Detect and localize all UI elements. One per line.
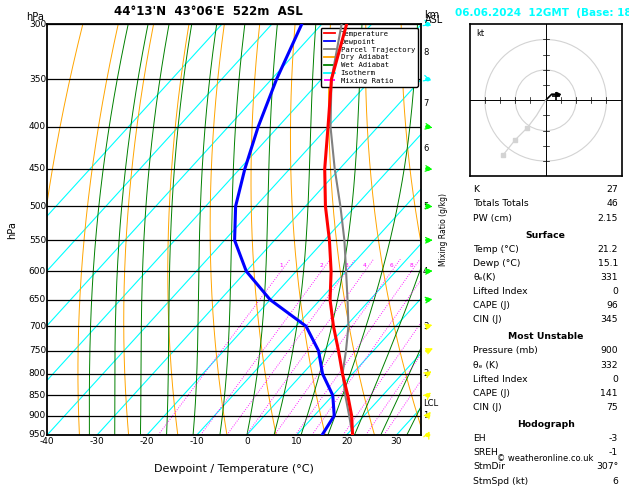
Text: 700: 700 bbox=[29, 322, 46, 330]
Text: 345: 345 bbox=[601, 315, 618, 324]
Text: Lifted Index: Lifted Index bbox=[473, 287, 528, 296]
Text: © weatheronline.co.uk: © weatheronline.co.uk bbox=[498, 454, 594, 464]
Text: 1: 1 bbox=[423, 411, 428, 420]
Text: 900: 900 bbox=[29, 411, 46, 420]
Text: 141: 141 bbox=[601, 389, 618, 398]
Text: K: K bbox=[473, 185, 479, 194]
Text: CIN (J): CIN (J) bbox=[473, 315, 502, 324]
Text: 8: 8 bbox=[409, 263, 413, 268]
Text: 21.2: 21.2 bbox=[598, 245, 618, 254]
Text: 44°13'N  43°06'E  522m  ASL: 44°13'N 43°06'E 522m ASL bbox=[114, 5, 303, 18]
Text: 600: 600 bbox=[29, 267, 46, 276]
Text: EH: EH bbox=[473, 434, 486, 443]
Text: 10: 10 bbox=[423, 263, 431, 268]
Text: 6: 6 bbox=[612, 477, 618, 486]
Text: 15.1: 15.1 bbox=[598, 260, 618, 268]
Text: StmDir: StmDir bbox=[473, 463, 505, 471]
Text: Mixing Ratio (g/kg): Mixing Ratio (g/kg) bbox=[439, 193, 448, 266]
Text: 30: 30 bbox=[391, 437, 402, 446]
Text: kt: kt bbox=[476, 30, 484, 38]
Text: Pressure (mb): Pressure (mb) bbox=[473, 347, 538, 355]
Text: SREH: SREH bbox=[473, 448, 498, 457]
Text: -30: -30 bbox=[90, 437, 104, 446]
Text: 850: 850 bbox=[29, 391, 46, 400]
Text: -1: -1 bbox=[609, 448, 618, 457]
Text: -3: -3 bbox=[609, 434, 618, 443]
Text: Dewpoint / Temperature (°C): Dewpoint / Temperature (°C) bbox=[154, 464, 314, 474]
Text: 10: 10 bbox=[291, 437, 303, 446]
Text: 2.15: 2.15 bbox=[598, 214, 618, 223]
Text: Lifted Index: Lifted Index bbox=[473, 375, 528, 383]
Text: LCL: LCL bbox=[423, 399, 438, 408]
Text: 1: 1 bbox=[279, 263, 283, 268]
Text: 5: 5 bbox=[423, 202, 428, 211]
Text: 0: 0 bbox=[244, 437, 250, 446]
Text: 332: 332 bbox=[601, 361, 618, 369]
Text: Temp (°C): Temp (°C) bbox=[473, 245, 519, 254]
Text: 450: 450 bbox=[29, 164, 46, 173]
Text: Totals Totals: Totals Totals bbox=[473, 199, 529, 208]
Text: ASL: ASL bbox=[425, 15, 443, 25]
Text: Hodograph: Hodograph bbox=[516, 419, 575, 429]
Text: 950: 950 bbox=[29, 431, 46, 439]
Text: CAPE (J): CAPE (J) bbox=[473, 301, 510, 311]
Text: CAPE (J): CAPE (J) bbox=[473, 389, 510, 398]
Text: 2: 2 bbox=[320, 263, 323, 268]
Legend: Temperature, Dewpoint, Parcel Trajectory, Dry Adiabat, Wet Adiabat, Isotherm, Mi: Temperature, Dewpoint, Parcel Trajectory… bbox=[321, 28, 418, 87]
Text: 75: 75 bbox=[606, 403, 618, 412]
Text: 650: 650 bbox=[29, 295, 46, 304]
Text: 46: 46 bbox=[606, 199, 618, 208]
Text: θₑ(K): θₑ(K) bbox=[473, 273, 496, 282]
Text: 4: 4 bbox=[363, 263, 367, 268]
Text: 27: 27 bbox=[606, 185, 618, 194]
Text: 900: 900 bbox=[601, 347, 618, 355]
Text: 2: 2 bbox=[423, 369, 428, 378]
Text: 8: 8 bbox=[423, 48, 428, 57]
Text: -10: -10 bbox=[189, 437, 204, 446]
Text: 331: 331 bbox=[601, 273, 618, 282]
Text: 550: 550 bbox=[29, 236, 46, 245]
Text: -40: -40 bbox=[40, 437, 55, 446]
Text: 500: 500 bbox=[29, 202, 46, 211]
Text: Surface: Surface bbox=[526, 231, 565, 240]
Text: 6: 6 bbox=[390, 263, 393, 268]
Text: 3: 3 bbox=[423, 322, 428, 330]
Text: 350: 350 bbox=[29, 75, 46, 84]
Text: 6: 6 bbox=[423, 144, 428, 153]
Text: 96: 96 bbox=[606, 301, 618, 311]
Text: 06.06.2024  12GMT  (Base: 18): 06.06.2024 12GMT (Base: 18) bbox=[455, 8, 629, 18]
Text: Most Unstable: Most Unstable bbox=[508, 332, 583, 341]
Text: 307°: 307° bbox=[596, 463, 618, 471]
Text: hPa: hPa bbox=[26, 12, 44, 22]
Text: 0: 0 bbox=[612, 375, 618, 383]
Text: 400: 400 bbox=[29, 122, 46, 131]
Text: Dewp (°C): Dewp (°C) bbox=[473, 260, 521, 268]
Text: 7: 7 bbox=[423, 99, 428, 108]
Text: PW (cm): PW (cm) bbox=[473, 214, 512, 223]
Text: 20: 20 bbox=[341, 437, 352, 446]
Text: 4: 4 bbox=[423, 267, 428, 276]
Text: 800: 800 bbox=[29, 369, 46, 378]
Text: hPa: hPa bbox=[8, 221, 18, 239]
Text: 3: 3 bbox=[345, 263, 348, 268]
Text: -20: -20 bbox=[140, 437, 154, 446]
Text: km: km bbox=[425, 10, 440, 20]
Text: CIN (J): CIN (J) bbox=[473, 403, 502, 412]
Text: 300: 300 bbox=[29, 20, 46, 29]
Text: 750: 750 bbox=[29, 346, 46, 355]
Text: StmSpd (kt): StmSpd (kt) bbox=[473, 477, 528, 486]
Text: 0: 0 bbox=[612, 287, 618, 296]
Text: θₑ (K): θₑ (K) bbox=[473, 361, 499, 369]
